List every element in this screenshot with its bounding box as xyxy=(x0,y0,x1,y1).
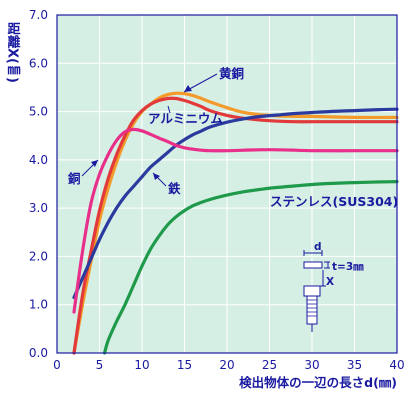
annotation-arrow-brass xyxy=(184,85,192,92)
annotation-copper: 銅 xyxy=(67,171,81,186)
sensor-diagram: d t=3㎜ X xyxy=(303,241,364,332)
annotation-arrow-copper xyxy=(91,160,98,167)
x-tick-label: 30 xyxy=(304,358,319,372)
annotation-iron: 鉄 xyxy=(168,181,181,196)
y-tick-label: 3.0 xyxy=(29,201,48,215)
annotation-aluminium: アルミニウム xyxy=(148,111,223,126)
series-lines xyxy=(72,91,399,355)
x-tick-label: 35 xyxy=(347,358,362,372)
y-tick-label: 0.0 xyxy=(29,346,48,360)
x-tick-label: 0 xyxy=(53,358,61,372)
series-line-4 xyxy=(103,180,399,355)
x-tick-label: 40 xyxy=(389,358,404,372)
y-tick-label: 1.0 xyxy=(29,298,48,312)
x-tick-label: 25 xyxy=(262,358,277,372)
annotation-brass: 黄銅 xyxy=(219,66,244,81)
y-tick-label: 6.0 xyxy=(29,56,48,70)
d-label: d xyxy=(314,241,322,253)
x-dimension-icon xyxy=(320,270,326,287)
series-line-2 xyxy=(72,107,399,300)
series-line-1 xyxy=(72,96,399,355)
annotation-stainless: ステンレス(SUS304) xyxy=(270,194,398,209)
target-plate-icon xyxy=(303,261,323,269)
x-tick-label: 15 xyxy=(177,358,192,372)
y-tick-label: 2.0 xyxy=(29,249,48,263)
y-tick-label: 7.0 xyxy=(29,8,48,22)
sensor-head-icon xyxy=(303,285,321,297)
y-tick-labels: 0.0 1.0 2.0 3.0 4.0 5.0 6.0 7.0 xyxy=(29,8,48,360)
x-tick-labels: 0 5 10 15 20 25 30 35 40 xyxy=(53,358,404,372)
plot-frame xyxy=(56,14,398,354)
y-tick-label: 5.0 xyxy=(29,105,48,119)
d-dimension-icon xyxy=(303,250,323,256)
x-tick-label: 10 xyxy=(134,358,149,372)
t-dimension-icon xyxy=(324,261,330,269)
sensor-thread-icon xyxy=(307,299,317,317)
x-axis-label: 検出物体の一辺の長さd(㎜) xyxy=(239,375,397,390)
series-line-3 xyxy=(72,127,399,314)
series-annotations: 黄銅 アルミニウム 銅 鉄 ステンレス(SUS304) xyxy=(67,66,398,209)
y-axis-label: 距離X(㎜) xyxy=(5,22,21,83)
y-tick-label: 4.0 xyxy=(29,153,48,167)
x-label: X xyxy=(326,276,334,288)
x-tick-label: 20 xyxy=(219,358,234,372)
annotation-arrow-iron xyxy=(153,173,160,180)
x-tick-label: 5 xyxy=(96,358,104,372)
annotation-leader-aluminium xyxy=(167,105,171,114)
t-label: t=3㎜ xyxy=(332,261,364,273)
